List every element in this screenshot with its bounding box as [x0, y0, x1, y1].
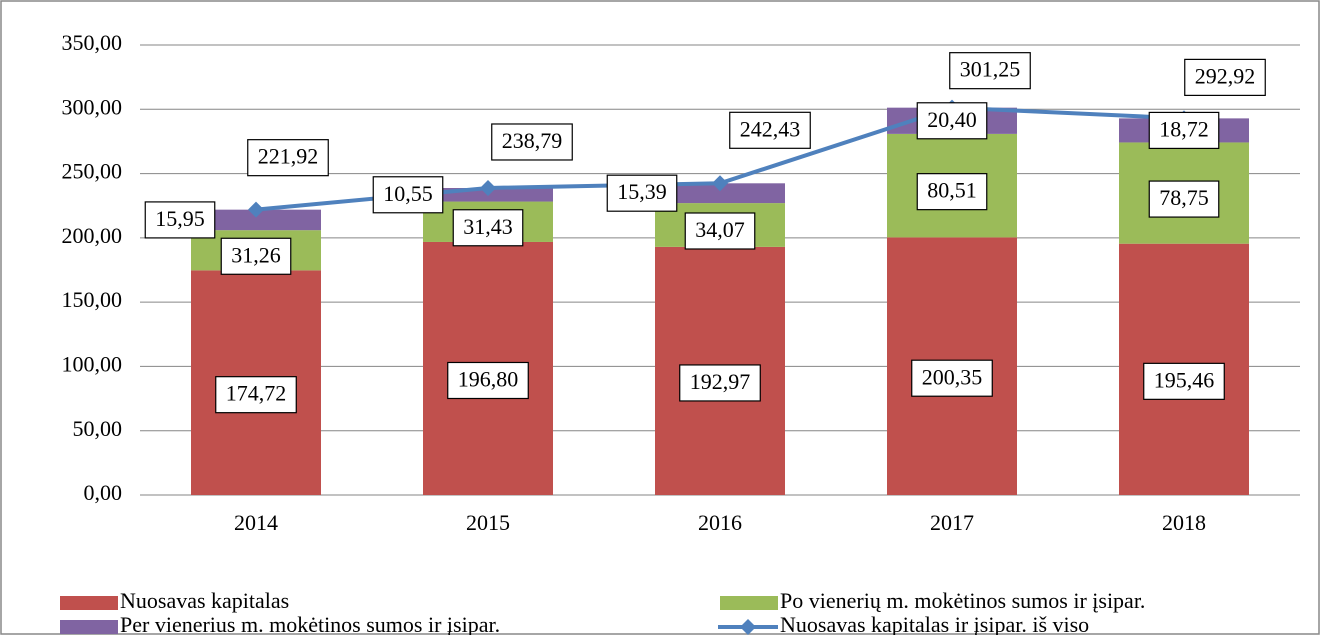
x-tick-label: 2018	[1162, 510, 1206, 535]
data-label: 80,51	[927, 178, 977, 203]
data-label-box	[916, 173, 988, 211]
data-label: 242,43	[740, 116, 801, 141]
line-marker	[480, 179, 496, 196]
data-label: 15,39	[617, 179, 667, 204]
legend-label: Per vienerius m. mokėtinos sumos ir įsip…	[120, 612, 500, 635]
data-label-box	[247, 139, 329, 177]
data-label-box	[606, 174, 678, 212]
data-label: 78,75	[1159, 185, 1209, 210]
data-label: 195,46	[1154, 367, 1215, 392]
data-label: 34,07	[695, 217, 745, 242]
data-label: 301,25	[960, 57, 1021, 82]
data-label-box	[452, 209, 524, 247]
data-label: 292,92	[1195, 63, 1256, 88]
y-tick-label: 250,00	[62, 159, 123, 184]
data-label-box	[729, 111, 811, 149]
data-label-box	[372, 176, 444, 214]
data-label-box	[1148, 180, 1220, 218]
data-label-box	[911, 359, 993, 397]
legend-label: Nuosavas kapitalas	[120, 588, 289, 613]
x-tick-label: 2014	[234, 510, 278, 535]
data-label: 10,55	[383, 181, 433, 206]
bar-segment	[655, 183, 785, 204]
data-label-box	[916, 102, 988, 140]
data-label: 200,35	[922, 364, 983, 389]
data-label-box	[144, 201, 216, 239]
y-tick-label: 200,00	[62, 223, 123, 248]
y-tick-label: 100,00	[62, 351, 123, 376]
y-tick-label: 50,00	[73, 416, 123, 441]
data-label: 31,26	[231, 242, 281, 267]
data-label: 15,95	[155, 206, 205, 231]
legend-swatch	[60, 620, 118, 634]
data-label-box	[949, 52, 1031, 90]
data-label-box	[679, 364, 761, 402]
data-label-box	[215, 376, 297, 414]
data-label: 221,92	[258, 144, 319, 169]
x-tick-label: 2015	[466, 510, 510, 535]
data-label-box	[1148, 111, 1220, 150]
data-label-box	[447, 361, 529, 400]
data-label: 20,40	[927, 107, 977, 132]
x-tick-label: 2016	[698, 510, 742, 535]
data-label-box	[1184, 58, 1266, 96]
line-marker	[712, 175, 728, 192]
data-label-box	[220, 237, 292, 275]
bar-segment	[191, 209, 321, 231]
y-tick-label: 0,00	[84, 480, 123, 505]
y-tick-label: 150,00	[62, 287, 123, 312]
line-marker	[248, 201, 264, 218]
legend-swatch	[60, 596, 118, 610]
y-tick-label: 350,00	[62, 30, 123, 55]
x-tick-label: 2017	[930, 510, 974, 535]
data-label: 192,97	[690, 369, 751, 394]
data-label: 174,72	[226, 381, 287, 406]
data-label: 31,43	[463, 214, 513, 239]
data-label-box	[491, 123, 573, 161]
data-label: 18,72	[1159, 116, 1209, 141]
legend-label: Nuosavas kapitalas ir įsipar. iš viso	[780, 612, 1089, 635]
legend-swatch	[720, 596, 778, 610]
data-label: 238,79	[502, 128, 563, 153]
y-tick-label: 300,00	[62, 94, 123, 119]
data-label-box	[1143, 362, 1225, 400]
legend-marker	[740, 619, 756, 635]
legend-label: Po vienerių m. mokėtinos sumos ir įsipar…	[780, 588, 1145, 613]
data-label: 196,80	[458, 367, 519, 392]
data-label-box	[684, 212, 756, 250]
